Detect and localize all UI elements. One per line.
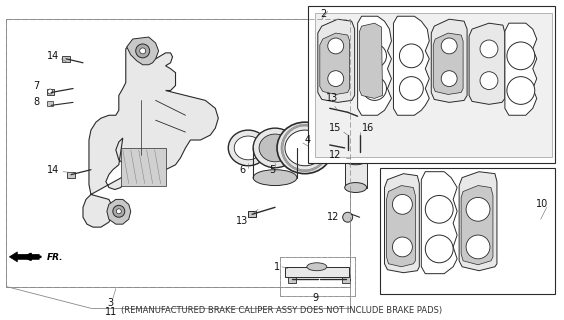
Circle shape [466, 197, 490, 221]
Bar [308, 6, 554, 163]
Circle shape [507, 76, 535, 104]
Text: 16: 16 [362, 123, 374, 133]
Text: 7: 7 [33, 81, 39, 91]
Text: 12: 12 [329, 150, 342, 160]
Text: (REMANUFACTURED BRAKE CALIPER ASSY DOES NOT INCLUDE BRAKE PADS): (REMANUFACTURED BRAKE CALIPER ASSY DOES … [121, 306, 443, 315]
Text: 4: 4 [305, 135, 311, 145]
Text: 2: 2 [320, 9, 326, 19]
Circle shape [441, 38, 457, 54]
Circle shape [343, 212, 352, 222]
Ellipse shape [277, 122, 333, 174]
Bar [326, 142, 334, 148]
Ellipse shape [345, 183, 367, 193]
Text: 12: 12 [327, 212, 340, 222]
FancyArrow shape [10, 252, 39, 262]
Bar [315, 13, 552, 157]
Bar [6, 19, 350, 286]
Text: FR.: FR. [47, 253, 64, 262]
Circle shape [425, 196, 453, 223]
Text: 15: 15 [329, 123, 342, 133]
Polygon shape [433, 33, 463, 94]
Circle shape [393, 237, 412, 257]
Bar [121, 148, 166, 186]
Circle shape [393, 195, 412, 214]
Circle shape [441, 71, 457, 86]
Circle shape [425, 235, 453, 263]
Polygon shape [358, 16, 391, 115]
Polygon shape [461, 186, 493, 265]
Ellipse shape [307, 263, 327, 271]
Polygon shape [320, 33, 350, 94]
Bar [285, 267, 349, 277]
Polygon shape [469, 23, 505, 104]
Text: 5: 5 [269, 165, 275, 175]
Circle shape [346, 152, 358, 164]
Bar [342, 275, 350, 283]
Ellipse shape [234, 136, 262, 160]
Ellipse shape [228, 130, 268, 166]
Text: 14: 14 [47, 165, 59, 175]
Bar [345, 160, 367, 188]
Text: 11: 11 [105, 307, 117, 317]
Bar [380, 168, 554, 294]
Polygon shape [505, 23, 537, 115]
Polygon shape [431, 19, 467, 102]
Circle shape [399, 44, 424, 68]
Text: 6: 6 [239, 165, 245, 175]
Polygon shape [83, 41, 218, 227]
Polygon shape [360, 23, 382, 99]
Circle shape [328, 38, 343, 54]
Polygon shape [107, 199, 131, 224]
Circle shape [466, 235, 490, 259]
Circle shape [48, 89, 52, 94]
Circle shape [399, 76, 424, 100]
Text: 10: 10 [536, 199, 549, 209]
Bar [356, 131, 364, 137]
Text: 1: 1 [274, 262, 280, 272]
Polygon shape [386, 186, 415, 267]
Bar [288, 275, 296, 283]
Ellipse shape [285, 130, 325, 166]
Bar [248, 211, 256, 217]
Bar [325, 105, 335, 113]
Text: 14: 14 [47, 51, 59, 61]
Circle shape [349, 155, 355, 161]
Text: 13: 13 [325, 93, 338, 103]
Circle shape [140, 48, 146, 54]
Polygon shape [394, 16, 429, 115]
Text: 8: 8 [33, 97, 39, 108]
Circle shape [328, 71, 343, 86]
Ellipse shape [259, 134, 291, 162]
Ellipse shape [345, 155, 367, 165]
Polygon shape [318, 19, 355, 102]
Bar [67, 172, 75, 178]
Circle shape [116, 209, 121, 214]
Text: 13: 13 [236, 216, 248, 226]
Polygon shape [385, 174, 419, 273]
Bar [280, 257, 355, 296]
Circle shape [507, 42, 535, 70]
Ellipse shape [253, 128, 297, 168]
Text: 3: 3 [108, 298, 114, 308]
Text: 9: 9 [313, 293, 319, 303]
Bar [62, 56, 70, 62]
Bar [47, 89, 54, 95]
Circle shape [480, 72, 498, 90]
Polygon shape [459, 172, 497, 271]
Bar [343, 131, 352, 137]
Circle shape [136, 44, 149, 58]
Circle shape [480, 40, 498, 58]
Polygon shape [127, 37, 158, 65]
Circle shape [363, 76, 386, 100]
Bar [47, 101, 53, 106]
Ellipse shape [253, 170, 297, 186]
Circle shape [113, 205, 125, 217]
Circle shape [363, 44, 386, 68]
Polygon shape [421, 172, 457, 274]
